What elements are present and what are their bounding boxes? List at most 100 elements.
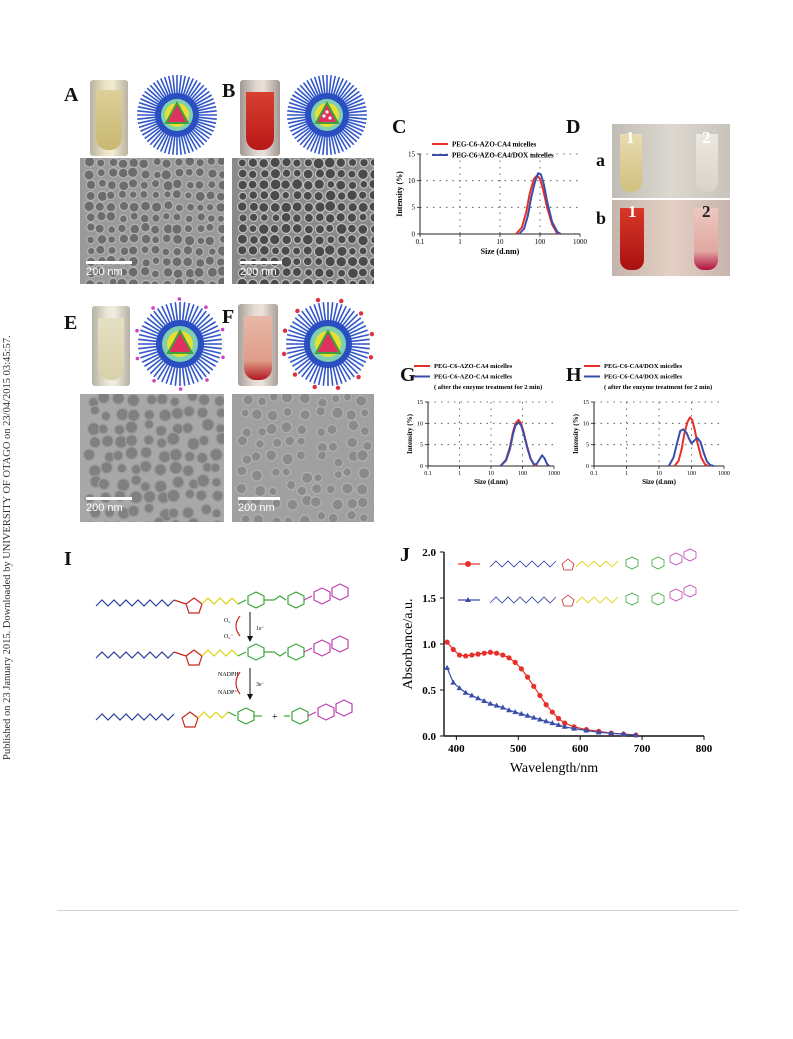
y-tick-label: 1.5: [422, 593, 436, 605]
vial-a: [90, 80, 128, 156]
legend-marker-2: [465, 597, 471, 602]
x-tick-label: 800: [696, 743, 713, 755]
data-point-blue: [524, 712, 531, 718]
legend-label-2: PEG-C6-AZO-CA4 micelles: [434, 374, 513, 381]
chart-c: 0.1 1 10 100 1000 0 5 10 15 Size (d.nm) Intensity …: [395, 140, 588, 256]
panel-label-e: E: [64, 312, 78, 334]
legend-label-2: PEG-C6-CA4/DOX micelles: [604, 374, 683, 381]
plus-sign: +: [272, 712, 278, 723]
data-point-blue: [530, 714, 537, 720]
product-amine-peg: [95, 707, 262, 728]
reagent-superoxide: O₂⁻: [224, 634, 234, 640]
x-tick-label: 0.1: [416, 238, 425, 246]
data-point-red: [506, 655, 512, 661]
y-tick-label: 5: [412, 204, 416, 212]
y-axis-label: Intensity (%): [395, 171, 404, 217]
tube-number-2: 2: [702, 128, 711, 147]
data-point-red: [456, 652, 463, 658]
legend-marker-1: [465, 561, 471, 567]
data-point-blue: [595, 729, 602, 735]
data-point-blue: [450, 679, 457, 685]
data-point-red: [487, 649, 494, 655]
data-point-blue: [475, 695, 482, 701]
data-point-blue: [571, 725, 577, 731]
series-line-1: [515, 174, 560, 235]
vial-d-a1: [620, 134, 642, 192]
legend-structure-1: [489, 548, 697, 571]
panel-label-a: A: [64, 84, 79, 106]
data-point-blue: [536, 716, 543, 722]
y-tick-label: 0.5: [422, 685, 436, 697]
legend-label-1: PEG-C6-AZO-CA4 micelles: [452, 140, 536, 148]
molecule-azo-prodrug: [95, 583, 349, 614]
panel-label-b: B: [222, 80, 236, 102]
data-point-red: [555, 715, 562, 722]
x-tick-label: 1000: [548, 471, 560, 477]
x-axis-label: Wavelength/nm: [510, 761, 598, 776]
data-point-red: [518, 666, 524, 672]
x-tick-label: 500: [510, 743, 527, 755]
data-point-blue: [518, 710, 525, 716]
vial-d-b2: [694, 208, 718, 270]
x-tick-label: 100: [518, 471, 527, 477]
y-tick-label: 10: [417, 421, 423, 427]
data-point-red: [531, 683, 537, 689]
legend-note: ( after the enzyme treatment for 2 min): [434, 384, 542, 391]
y-tick-label: 15: [583, 400, 589, 406]
series-line-2: [667, 428, 714, 467]
data-point-red: [463, 653, 469, 659]
y-tick-label: 5: [420, 443, 423, 449]
vial-f: [238, 304, 278, 386]
micelle-diagram-e: [135, 297, 225, 391]
x-tick-label: 1000: [718, 471, 730, 477]
tem-image-f: 200 nm: [232, 394, 374, 522]
series-line-blue: [446, 667, 636, 736]
y-tick-label: 15: [417, 400, 423, 406]
data-point-red: [549, 709, 555, 715]
data-point-red: [469, 652, 475, 658]
x-tick-label: 10: [488, 471, 494, 477]
data-point-blue: [444, 664, 451, 670]
y-tick-label: 0: [586, 464, 589, 470]
panel-d-sub-b: b: [596, 208, 607, 228]
data-point-red: [524, 674, 531, 680]
x-tick-label: 0.1: [590, 471, 598, 477]
x-tick-label: 700: [634, 743, 651, 755]
y-axis-label: Absorbance/a.u.: [401, 599, 416, 690]
series-line-2: [518, 172, 562, 235]
y-axis-label: Intensity (%): [572, 413, 580, 454]
reagent-nadph: NADPH: [218, 672, 239, 678]
vial-b: [240, 80, 280, 156]
data-point-red: [450, 646, 456, 653]
micelle-diagram-a: [137, 75, 217, 155]
data-point-blue: [543, 718, 550, 724]
data-point-red: [494, 650, 500, 656]
x-tick-label: 10: [656, 471, 662, 477]
chart-g: 0.1 1 10 100 1000 0 5 10 15 Size (d.nm) Intensity …: [406, 363, 560, 486]
scale-bar-a: 200 nm: [86, 261, 132, 278]
legend-structure-2: [489, 584, 697, 607]
x-axis-label: Size (d.nm): [474, 478, 509, 486]
data-point-red: [444, 639, 450, 645]
x-tick-label: 0.1: [424, 471, 432, 477]
data-point-blue: [506, 707, 512, 713]
data-point-blue: [462, 689, 469, 695]
tem-image-e: 200 nm: [80, 394, 224, 522]
tem-image-b: 200 nm: [232, 158, 374, 284]
panel-label-g: G: [400, 364, 416, 386]
y-tick-label: 0: [412, 230, 416, 238]
legend-label-1: PEG-C6-CA4/DOX micelles: [604, 363, 683, 370]
x-axis-label: Size (d.nm): [642, 478, 677, 486]
chart-j: 400 500 600 700 800 0.0 0.5 1.0 1.5 2.0 Wavelength…: [401, 547, 713, 776]
scale-bar-e: 200 nm: [86, 497, 132, 514]
legend-label-2: PEG-C6-AZO-CA4/DOX micelles: [452, 151, 554, 159]
scale-bar-b: 200 nm: [240, 261, 282, 278]
data-point-blue: [512, 709, 519, 715]
x-tick-label: 100: [687, 471, 696, 477]
reagent-nadp: NADP⁺: [218, 689, 238, 696]
tem-image-a: 200 nm: [80, 158, 224, 284]
x-tick-label: 400: [448, 743, 465, 755]
legend-note: ( after the enzyme treatment for 2 min): [604, 384, 712, 391]
download-note: Published on 23 January 2015. Downloaded…: [2, 335, 13, 760]
x-tick-label: 1000: [573, 238, 588, 246]
